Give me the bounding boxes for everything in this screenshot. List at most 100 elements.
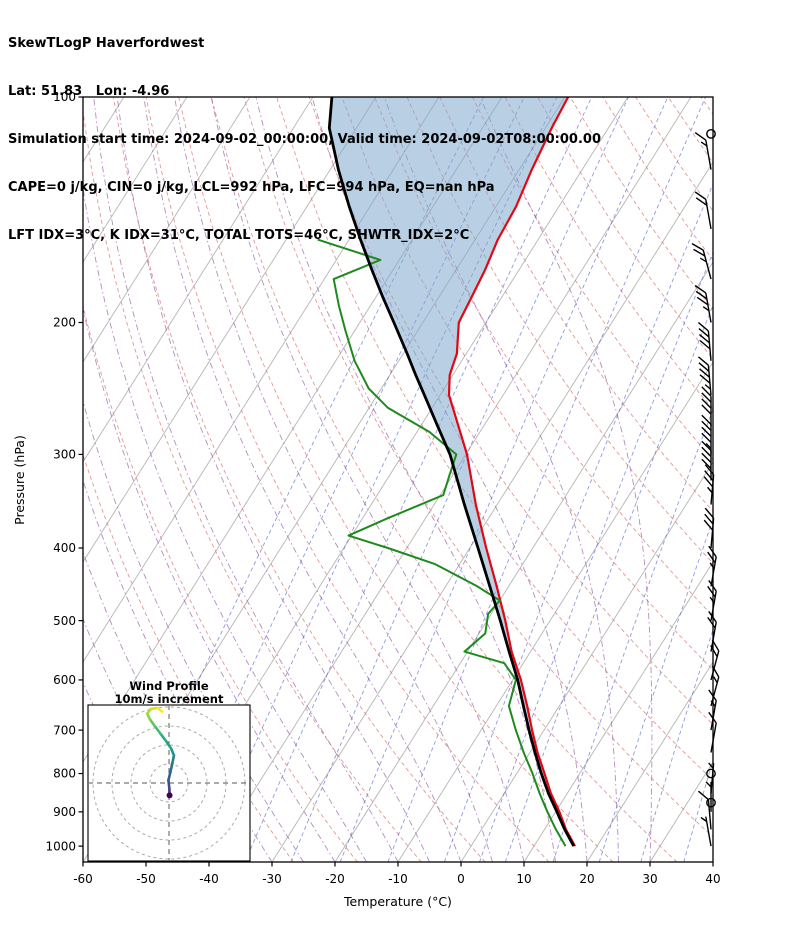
- wind-barb: [706, 128, 716, 139]
- axis-titles: Pressure (hPa) Temperature (°C) Wind Pro…: [12, 435, 452, 909]
- mixing-ratio-line: [640, 628, 713, 862]
- hodograph-trace-segment: [156, 706, 164, 714]
- isotherm-line: [83, 97, 314, 463]
- x-tick-label: 30: [642, 872, 657, 886]
- isotherm-line: [649, 761, 713, 862]
- dry-adiabat-line: [439, 97, 713, 512]
- wind-barb: [694, 284, 712, 323]
- wind-barb: [706, 768, 716, 779]
- mixing-ratio-line: [552, 407, 713, 862]
- isotherm-line: [83, 97, 188, 263]
- isotherm-line: [523, 561, 713, 862]
- x-tick-label: -60: [73, 872, 93, 886]
- dry-adiabat-line: [667, 97, 713, 164]
- x-tick-label: -40: [199, 872, 219, 886]
- hodograph-trace-segment: [148, 718, 157, 728]
- wind-barb: [694, 191, 712, 230]
- wind-barb: [703, 507, 715, 549]
- hodograph-trace-segment: [167, 778, 171, 791]
- dry-adiabat-line: [471, 97, 713, 461]
- mixing-ratio-line: [479, 251, 713, 862]
- moist-adiabat-line: [93, 97, 399, 862]
- hodograph-trace-segment: [153, 724, 162, 735]
- moist-adiabat-line: [116, 97, 430, 862]
- moist-adiabat-line: [210, 97, 525, 862]
- parcel-curve: [327, 97, 575, 847]
- moist-adiabat-line: [83, 184, 367, 862]
- dry-adiabat-line: [178, 97, 614, 862]
- wind-barb: [707, 580, 717, 621]
- x-axis-title: Temperature (°C): [343, 894, 452, 909]
- wind-barb: [701, 440, 712, 481]
- wind-barb: [708, 711, 717, 753]
- wind-barb: [701, 414, 712, 455]
- mixing-ratio-line: [387, 97, 707, 862]
- dry-adiabat-line: [83, 303, 358, 862]
- mixing-ratio-line: [598, 518, 713, 862]
- wind-barb: [710, 639, 720, 681]
- isotherm-line: [460, 461, 713, 862]
- moist-adiabat-line: [479, 97, 653, 862]
- isotherm-line: [83, 97, 251, 363]
- hodograph-trace-segment: [159, 732, 168, 743]
- moist-adiabat-line: [83, 479, 273, 862]
- isotherm-line: [334, 261, 713, 862]
- isotherm-line: [712, 861, 713, 862]
- mixing-ratio-line: [339, 97, 669, 862]
- index-line: LFT IDX=3°C, K IDX=31°C, TOTAL TOTS=46°C…: [8, 228, 470, 243]
- chart-header: SkewTLogP Haverfordwest Lat: 51.83 Lon: …: [8, 4, 601, 260]
- wind-barb: [708, 689, 717, 731]
- dry-adiabat-line: [602, 97, 713, 261]
- mixing-ratio-line: [290, 97, 629, 862]
- cape-line: CAPE=0 j/kg, CIN=0 j/kg, LCL=992 hPa, LF…: [8, 180, 495, 195]
- moist-adiabat-line: [143, 97, 462, 862]
- y-tick-label: 300: [53, 448, 76, 462]
- y-tick-label: 200: [53, 316, 76, 330]
- isotherm-line: [586, 661, 713, 862]
- y-tick-label: 800: [53, 767, 76, 781]
- moist-adiabat-line: [311, 97, 588, 862]
- isotherm-line: [83, 97, 377, 563]
- y-tick-label: 600: [53, 673, 76, 687]
- dry-adiabat-line: [145, 97, 550, 862]
- x-tick-label: 20: [579, 872, 594, 886]
- dry-adiabat-line: [210, 97, 678, 862]
- dry-adiabat-line: [83, 108, 422, 862]
- hodograph-trace-segment: [164, 739, 173, 751]
- location-line: Lat: 51.83 Lon: -4.96: [8, 84, 170, 99]
- x-tick-label: -20: [325, 872, 345, 886]
- hodograph-surface-dot: [166, 792, 173, 799]
- temperature-curve: [447, 97, 576, 847]
- time-line: Simulation start time: 2024-09-02_00:00:…: [8, 132, 601, 147]
- wind-barb: [697, 356, 712, 396]
- x-tick-label: -50: [136, 872, 156, 886]
- wind-barb: [691, 242, 712, 280]
- wind-barb: [694, 132, 712, 170]
- x-tick-label: 40: [705, 872, 720, 886]
- hodograph-inset: [87, 704, 251, 862]
- wind-barb: [700, 816, 712, 847]
- mixing-ratio-line: [504, 304, 713, 862]
- dry-adiabat-line: [700, 97, 713, 115]
- wind-barb: [705, 781, 712, 812]
- x-tick-label: 10: [516, 872, 531, 886]
- chart-title: SkewTLogP Haverfordwest: [8, 36, 205, 51]
- y-axis-title: Pressure (hPa): [12, 435, 27, 525]
- dewpoint-curve: [317, 238, 567, 847]
- mixing-ratio-line: [443, 182, 713, 862]
- mixing-ratio-line: [683, 758, 713, 862]
- y-tick-label: 100: [53, 90, 76, 104]
- x-tick-label: -30: [262, 872, 282, 886]
- hodograph-title-line1: Wind Profile: [129, 679, 209, 693]
- y-tick-label: 500: [53, 614, 76, 628]
- hodograph-trace-segment: [169, 761, 174, 773]
- dry-adiabat-line: [341, 97, 713, 671]
- dry-adiabat-line: [308, 97, 713, 726]
- wind-barb: [703, 464, 715, 505]
- isotherm-line: [271, 161, 713, 862]
- y-tick-label: 400: [53, 541, 76, 555]
- y-tick-label: 1000: [45, 839, 76, 853]
- sounding-profiles: [317, 97, 576, 847]
